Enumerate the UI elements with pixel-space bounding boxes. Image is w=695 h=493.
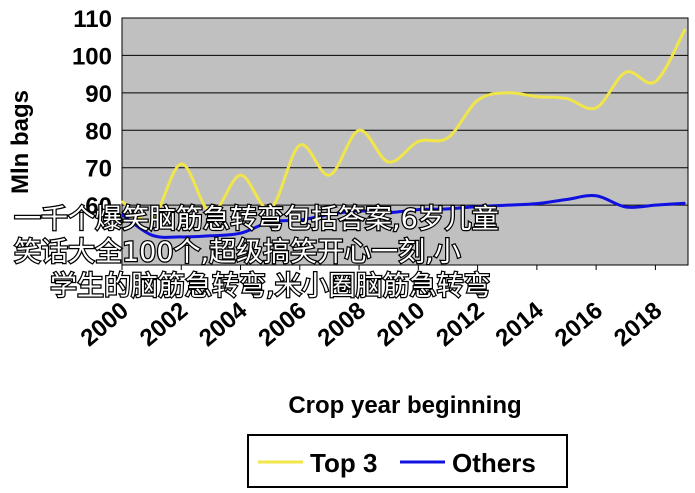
data-point [506,204,509,206]
series-lines [121,28,687,239]
x-tick-label: 2002 [135,297,193,352]
x-tick-label: 2008 [313,297,371,352]
overlay-line-2: 笑话大全100个,超级搞笑开心一刻,小 [14,237,461,268]
data-point [269,208,271,210]
data-point [476,99,479,102]
series-line-others [121,194,686,239]
data-point [595,194,597,197]
data-point [239,232,242,234]
data-point [180,236,183,238]
data-point [121,213,123,216]
y-tick-label: 100 [72,43,112,70]
overlay-line-1: 一千个爆笑脑筋急转弯包括答案,6岁儿童 [14,204,499,235]
data-point [358,209,360,212]
data-point [447,136,449,139]
legend-label-others: Others [452,448,536,478]
x-tick-label: 2016 [550,297,608,352]
y-tick-label: 60 [85,193,112,220]
x-tick-label: 2012 [431,297,489,352]
data-point [654,204,657,206]
x-tick-label: 2000 [76,297,134,352]
data-point [239,174,242,176]
data-point [684,28,686,31]
data-point [299,219,301,221]
data-point [358,129,360,132]
data-point [180,163,183,165]
plot-area [121,17,689,266]
legend-label-top-3: Top 3 [310,448,377,478]
data-point [565,97,568,100]
gridlines [122,17,688,206]
data-point [417,140,420,143]
data-point [387,211,390,214]
overlay-caption: 一千个爆笑脑筋急转弯包括答案,6岁儿童 笑话大全100个,超级搞笑开心一刻,小 … [13,203,500,304]
y-tick-label: 110 [73,6,112,33]
data-point [150,219,153,221]
y-tick-label: 80 [85,118,112,145]
data-point [447,208,449,210]
data-point [121,200,123,203]
x-tick-label: 2014 [490,296,549,351]
data-point [328,174,331,176]
data-point [684,202,686,205]
y-tick-label: 90 [85,81,112,108]
data-point [150,234,153,236]
legend: Top 3 Others [247,434,568,488]
data-point [299,144,301,147]
data-point [506,92,509,94]
data-point [595,107,597,109]
data-point [624,206,627,208]
data-point [328,213,331,216]
data-point [210,235,212,237]
data-point [536,202,538,205]
x-tick-label: 2018 [609,297,667,352]
data-point [565,198,568,201]
x-tick-label: 2010 [372,297,430,352]
data-point [387,161,390,163]
y-tick-label: 70 [85,156,112,183]
x-tick-label: 2006 [253,297,311,352]
data-point [536,95,538,98]
y-axis-title: Mln bags [7,90,34,194]
data-point [654,80,657,83]
data-point [476,205,479,208]
y-axis-ticks: 60 70 80 90 100 110 [72,6,112,220]
data-point [210,211,212,214]
data-point [417,208,420,211]
x-axis-title: Crop year beginning [288,392,521,419]
data-point [269,221,271,223]
data-point [624,71,627,74]
x-tick-label: 2004 [194,296,253,351]
overlay-line-3: 学生的脑筋急转弯,米小圈脑筋急转弯 [50,271,491,302]
